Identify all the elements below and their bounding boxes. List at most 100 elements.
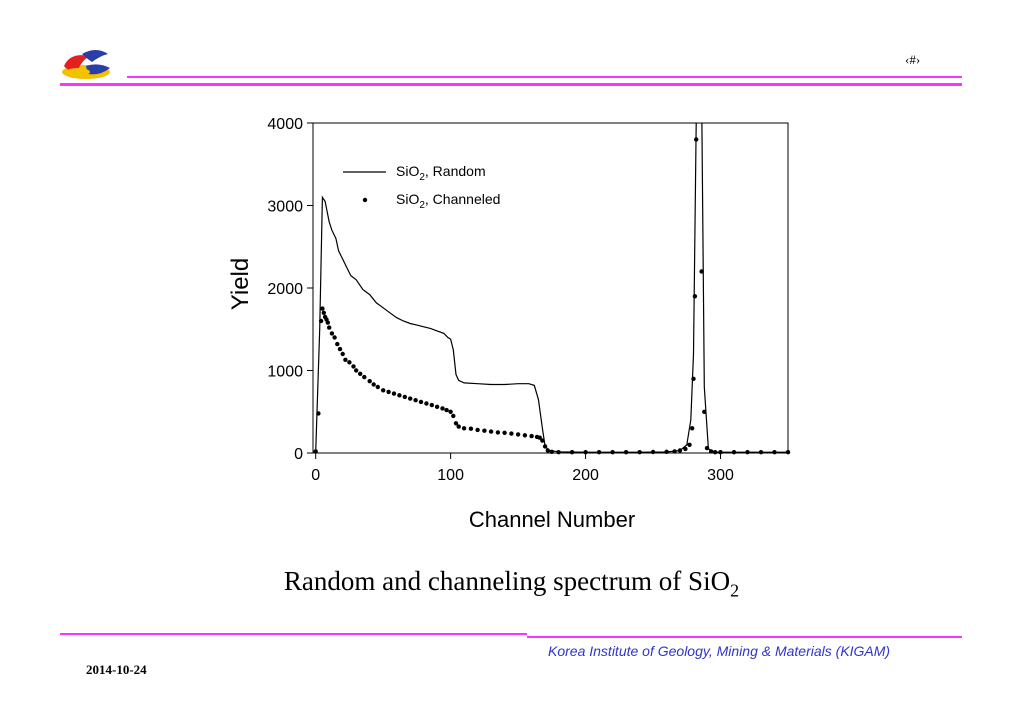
series-channeled-point xyxy=(475,427,480,433)
series-channeled-point xyxy=(451,413,456,419)
y-tick-label: 3000 xyxy=(267,199,303,216)
x-tick-label: 100 xyxy=(437,467,464,484)
series-channeled-point xyxy=(402,394,407,400)
series-channeled-point xyxy=(522,433,528,438)
series-channeled-point xyxy=(367,379,372,384)
series-channeled-point xyxy=(691,376,696,381)
series-channeled-point xyxy=(354,368,359,373)
series-channeled-point xyxy=(488,429,494,434)
series-channeled-point xyxy=(515,432,521,437)
series-channeled-point xyxy=(332,335,337,340)
series-channeled-point xyxy=(340,351,345,357)
kigam-logo xyxy=(62,50,110,79)
series-channeled-point xyxy=(772,450,777,455)
y-axis-label: Yield xyxy=(227,258,254,310)
series-channeled-point xyxy=(672,449,677,454)
series-channeled-point xyxy=(529,433,534,439)
series-channeled-point xyxy=(482,428,487,433)
series-channeled-point xyxy=(745,450,750,455)
series-channeled-point xyxy=(434,404,440,409)
figure-caption: Random and channeling spectrum of SiO2 xyxy=(283,566,740,601)
series-channeled-point xyxy=(702,409,707,414)
series-channeled-point xyxy=(381,388,386,393)
series-channeled-point xyxy=(731,450,737,455)
series-channeled-point xyxy=(358,371,363,376)
series-channeled-point xyxy=(362,374,367,380)
series-channeled-point xyxy=(583,450,588,455)
series-random-line xyxy=(315,123,788,453)
series-channeled-point xyxy=(694,137,699,142)
y-tick-label: 2000 xyxy=(267,281,303,298)
page-number: ‹#› xyxy=(905,52,921,67)
series-channeled-point xyxy=(650,449,656,455)
series-channeled-point xyxy=(397,393,402,398)
series-channeled-point xyxy=(448,409,453,414)
x-tick-label: 0 xyxy=(311,467,320,484)
series-channeled-point xyxy=(327,325,332,330)
series-channeled-point xyxy=(692,294,698,299)
series-channeled-point xyxy=(718,450,723,455)
series-channeled-point xyxy=(440,406,445,411)
series-channeled-point xyxy=(337,346,343,352)
x-tick-label: 300 xyxy=(707,467,734,484)
series-channeled-point xyxy=(408,396,413,401)
series-channeled-point xyxy=(413,398,418,403)
chart-legend: SiO2, Random SiO2, Channeled xyxy=(343,163,500,211)
series-channeled-point xyxy=(556,450,561,455)
series-channeled-point xyxy=(677,448,683,453)
series-channeled-point xyxy=(347,360,352,365)
series-channeled-point xyxy=(664,449,669,454)
series-channeled-point xyxy=(335,341,340,347)
series-channeled-point xyxy=(313,449,318,454)
series-channeled-point xyxy=(549,449,554,454)
series-channeled-point xyxy=(509,431,514,436)
series-channeled-point xyxy=(461,426,467,431)
series-channeled-point xyxy=(329,331,335,336)
y-tick-label: 1000 xyxy=(267,364,303,381)
series-channeled-point xyxy=(424,401,429,406)
series-channeled-point xyxy=(343,357,348,362)
series-channeled-point xyxy=(456,424,461,429)
series-channeled-point xyxy=(391,391,397,396)
series-channeled-point xyxy=(610,450,615,455)
series-channeled-point xyxy=(708,449,714,454)
series-channeled-point xyxy=(687,442,692,447)
series-channeled-point xyxy=(542,444,548,449)
series-channeled-point xyxy=(537,435,542,440)
legend-random-label: SiO2, Random xyxy=(396,163,486,183)
institute-name: Korea Institute of Geology, Mining & Mat… xyxy=(548,643,891,659)
footer-rule-right xyxy=(527,636,962,638)
series-channeled-point xyxy=(318,318,324,324)
series-channeled-point xyxy=(320,306,325,311)
series-channeled-point xyxy=(758,450,764,455)
series-channeled-point xyxy=(545,448,550,453)
series-channeled-point xyxy=(351,364,356,369)
series-channeled-point xyxy=(785,450,791,455)
series-channeled-point xyxy=(712,450,718,455)
y-tick-label: 4000 xyxy=(267,116,303,133)
series-channeled-point xyxy=(321,310,326,315)
series-channeled-point xyxy=(495,430,501,435)
header-rule-thick xyxy=(60,83,962,86)
series-channeled-point xyxy=(418,399,424,405)
series-channeled-point xyxy=(371,382,376,387)
series-channeled-point xyxy=(569,450,575,455)
series-channeled-point xyxy=(502,430,507,435)
y-tick-label: 0 xyxy=(294,446,303,463)
series-channeled-point xyxy=(325,320,330,325)
legend-channeled-label: SiO2, Channeled xyxy=(396,191,500,211)
series-channeled-point xyxy=(468,426,474,431)
series-channeled-point xyxy=(375,384,380,390)
series-channeled-point xyxy=(683,446,688,452)
series-channeled-point xyxy=(690,426,695,431)
series-channeled-point xyxy=(540,438,545,443)
slide-date: 2014-10-24 xyxy=(86,662,147,677)
series-channeled-point xyxy=(444,407,449,413)
series-channeled-point xyxy=(699,269,704,274)
series-channeled-point xyxy=(386,389,391,395)
series-channeled-point xyxy=(453,421,459,426)
series-channeled-point xyxy=(429,402,434,408)
series-channeled-point xyxy=(704,445,710,451)
series-channeled-point xyxy=(596,450,602,455)
